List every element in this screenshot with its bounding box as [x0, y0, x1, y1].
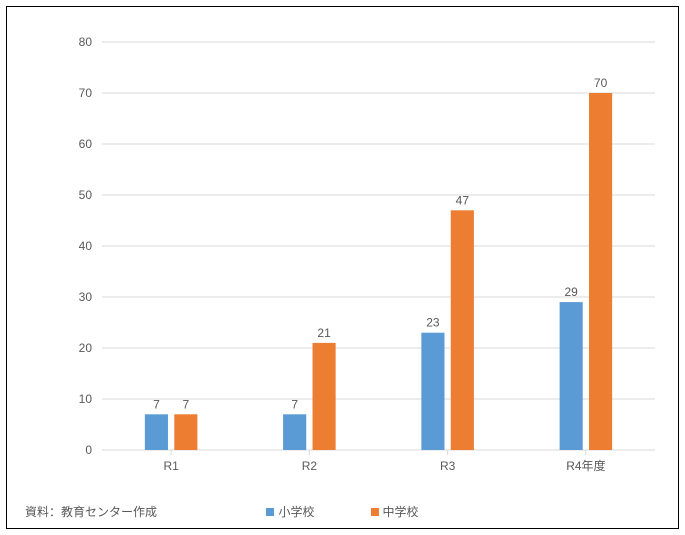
bar	[174, 414, 197, 450]
y-tick-label: 80	[79, 35, 93, 49]
bar-data-label: 47	[456, 193, 470, 207]
y-tick-label: 0	[85, 443, 92, 457]
legend-swatch	[371, 508, 379, 516]
bar	[589, 93, 612, 450]
bar-data-label: 7	[291, 397, 298, 411]
legend: 小学校 中学校	[7, 503, 678, 520]
y-tick-label: 60	[79, 137, 93, 151]
y-tick-label: 70	[79, 86, 93, 100]
y-tick-label: 30	[79, 290, 93, 304]
y-tick-label: 40	[79, 239, 93, 253]
bar-data-label: 7	[153, 397, 160, 411]
legend-item: 中学校	[371, 503, 419, 520]
bar-chart: 0 10 20 30 40 50 60 70 80 R1 7 7 R2 7 21 R3 23 47 R4年度 29 70	[7, 7, 680, 530]
bar	[421, 333, 444, 450]
bar	[313, 343, 336, 450]
x-tick-label: R1	[163, 459, 179, 473]
bar-data-label: 29	[564, 285, 578, 299]
y-tick-label: 10	[79, 392, 93, 406]
bar-data-label: 7	[182, 397, 189, 411]
legend-label: 中学校	[383, 503, 419, 520]
legend-swatch	[266, 508, 274, 516]
y-tick-label: 50	[79, 188, 93, 202]
x-tick-label: R3	[440, 459, 456, 473]
bar	[451, 210, 474, 450]
bar-data-label: 70	[594, 76, 608, 90]
legend-item: 小学校	[266, 503, 314, 520]
chart-container: 0 10 20 30 40 50 60 70 80 R1 7 7 R2 7 21 R3 23 47 R4年度 29 70…	[0, 0, 685, 535]
x-tick-label: R4年度	[566, 458, 605, 473]
x-tick-label: R2	[302, 459, 318, 473]
bar	[283, 414, 306, 450]
bar-data-label: 23	[426, 316, 440, 330]
bar	[145, 414, 168, 450]
y-tick-label: 20	[79, 341, 93, 355]
chart-frame: 0 10 20 30 40 50 60 70 80 R1 7 7 R2 7 21 R3 23 47 R4年度 29 70…	[6, 6, 679, 529]
bar-data-label: 21	[317, 326, 331, 340]
legend-label: 小学校	[278, 503, 314, 520]
bar	[560, 302, 583, 450]
